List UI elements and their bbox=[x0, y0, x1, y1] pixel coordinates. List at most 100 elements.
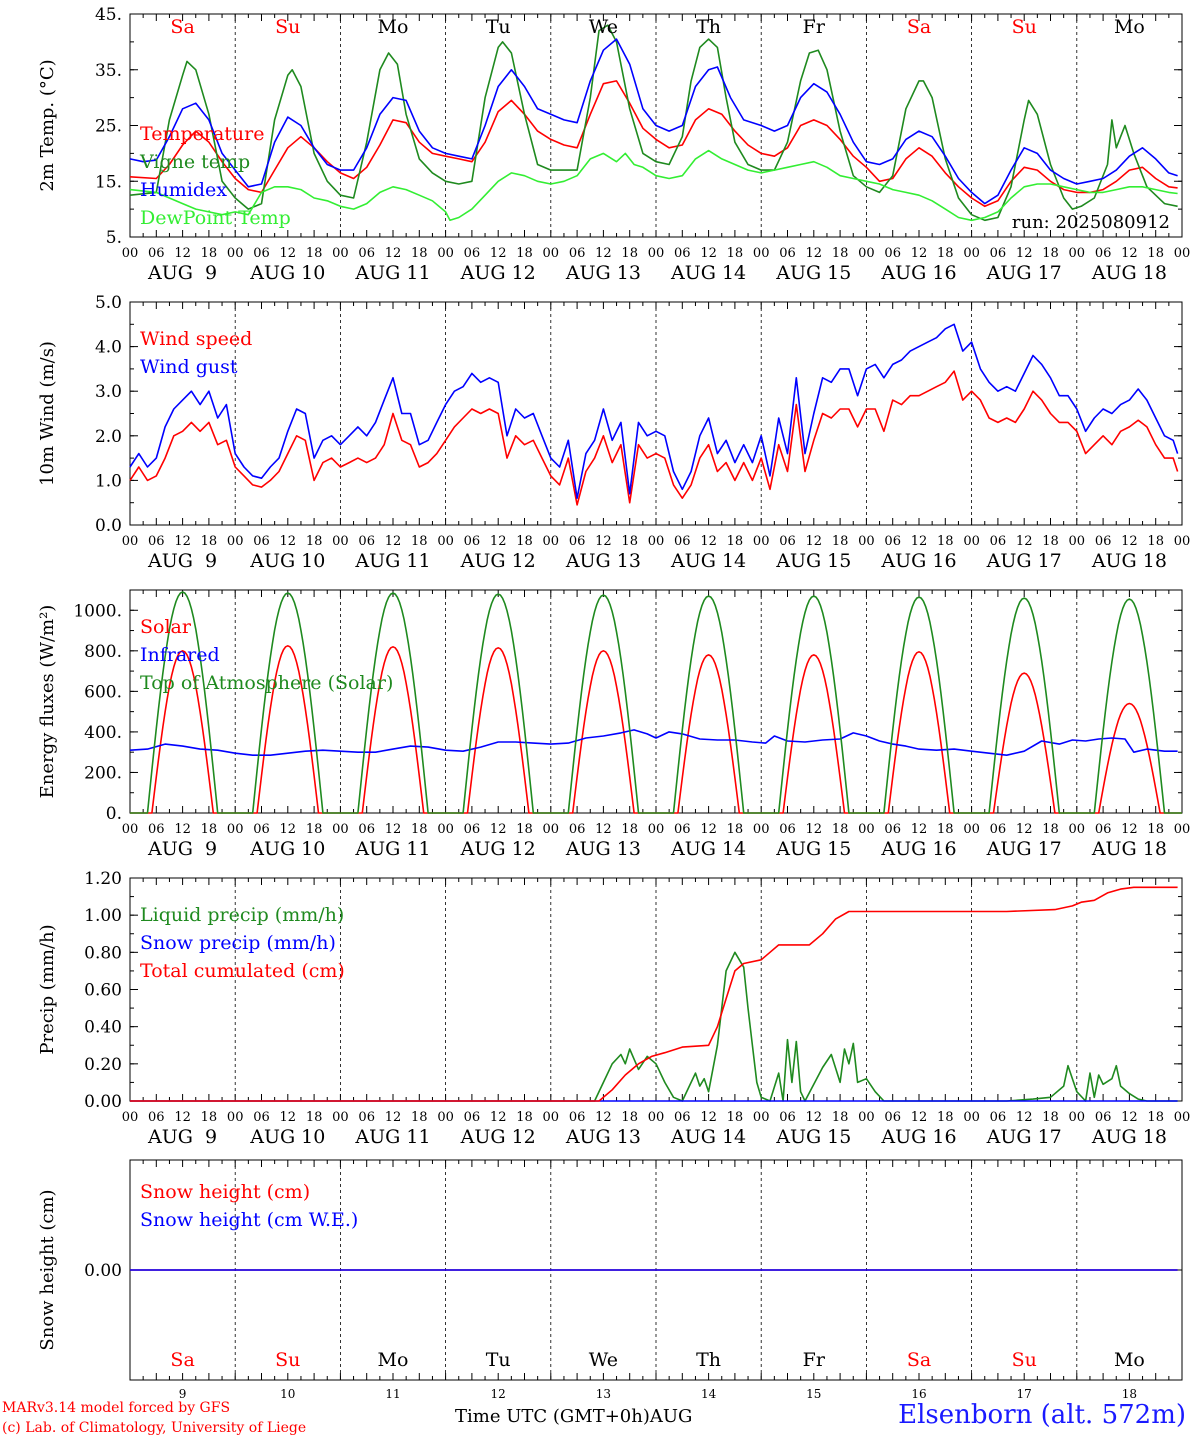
hour-label: 06 bbox=[1095, 822, 1112, 837]
hour-label: 18 bbox=[306, 534, 323, 549]
date-label: AUG 12 bbox=[460, 550, 536, 572]
hour-label: 00 bbox=[1069, 246, 1086, 261]
y-axis-label: Precip (mm/h) bbox=[37, 924, 58, 1054]
hour-label: 12 bbox=[1016, 1110, 1033, 1125]
date-label: AUG 9 bbox=[147, 550, 217, 572]
hour-label: 12 bbox=[595, 534, 612, 549]
hour-label: 00 bbox=[332, 1110, 349, 1125]
y-tick-label: 0.40 bbox=[84, 1018, 122, 1038]
hour-label: 00 bbox=[1174, 534, 1191, 549]
hour-label: 06 bbox=[884, 534, 901, 549]
hour-label: 18 bbox=[1147, 534, 1164, 549]
hour-label: 00 bbox=[332, 534, 349, 549]
y-tick-label: 25. bbox=[95, 117, 122, 137]
model-credit: MARv3.14 model forced by GFS bbox=[2, 1400, 231, 1416]
hour-label: 06 bbox=[569, 1110, 586, 1125]
hour-label: 12 bbox=[1016, 822, 1033, 837]
legend-entry: Top of Atmosphere (Solar) bbox=[140, 672, 393, 694]
hour-label: 06 bbox=[148, 534, 165, 549]
hour-label: 18 bbox=[1042, 246, 1059, 261]
legend-entry: Vigne temp bbox=[139, 151, 250, 173]
hour-label: 06 bbox=[253, 822, 270, 837]
hour-label: 06 bbox=[884, 822, 901, 837]
date-label: AUG 11 bbox=[354, 262, 430, 284]
date-label: AUG 15 bbox=[775, 550, 851, 572]
y-tick-label: 15. bbox=[95, 172, 122, 192]
hour-label: 06 bbox=[148, 1110, 165, 1125]
hour-label: 18 bbox=[1147, 822, 1164, 837]
hour-label: 12 bbox=[280, 1110, 297, 1125]
hour-label: 00 bbox=[1174, 822, 1191, 837]
hour-label: 18 bbox=[411, 246, 428, 261]
hour-label: 00 bbox=[437, 1110, 454, 1125]
legend-entry: Wind speed bbox=[140, 328, 252, 350]
date-label: AUG 18 bbox=[1091, 838, 1167, 860]
station-name: Elsenborn (alt. 572m) bbox=[898, 1400, 1186, 1430]
hour-label: 12 bbox=[911, 822, 928, 837]
y-tick-label: 1.0 bbox=[95, 471, 122, 491]
y-tick-label: 4.0 bbox=[95, 338, 122, 358]
hour-label: 12 bbox=[1121, 1110, 1138, 1125]
day-number-label: 14 bbox=[701, 1387, 717, 1401]
hour-label: 12 bbox=[806, 534, 823, 549]
hour-label: 18 bbox=[201, 1110, 218, 1125]
hour-label: 06 bbox=[464, 534, 481, 549]
y-tick-label: 5. bbox=[106, 228, 122, 248]
legend-entry: Snow precip (mm/h) bbox=[140, 932, 336, 954]
hour-label: 12 bbox=[280, 822, 297, 837]
y-tick-label: 0. bbox=[106, 804, 122, 824]
hour-label: 18 bbox=[937, 1110, 954, 1125]
y-tick-label: 0.60 bbox=[84, 981, 122, 1001]
hour-label: 12 bbox=[174, 822, 191, 837]
hour-label: 06 bbox=[674, 822, 691, 837]
y-tick-label: 0.00 bbox=[84, 1092, 122, 1112]
hour-label: 18 bbox=[411, 1110, 428, 1125]
hour-label: 12 bbox=[911, 246, 928, 261]
hour-label: 00 bbox=[648, 1110, 665, 1125]
date-label: AUG 11 bbox=[354, 1126, 430, 1148]
hour-label: 00 bbox=[437, 246, 454, 261]
hour-label: 18 bbox=[727, 246, 744, 261]
hour-label: 00 bbox=[122, 246, 139, 261]
hour-label: 06 bbox=[464, 1110, 481, 1125]
date-label: AUG 15 bbox=[775, 1126, 851, 1148]
hour-label: 18 bbox=[621, 534, 638, 549]
day-number-label: 10 bbox=[280, 1387, 295, 1401]
weekday-label: Mo bbox=[1114, 1349, 1145, 1371]
hour-label: 12 bbox=[385, 246, 402, 261]
hour-label: 06 bbox=[990, 246, 1007, 261]
hour-label: 06 bbox=[1095, 534, 1112, 549]
hour-label: 06 bbox=[779, 534, 796, 549]
weekday-label: We bbox=[589, 1349, 618, 1371]
hour-label: 12 bbox=[1121, 822, 1138, 837]
legend-entry: Humidex bbox=[140, 179, 227, 201]
hour-label: 06 bbox=[358, 534, 375, 549]
hour-label: 18 bbox=[1042, 534, 1059, 549]
hour-label: 18 bbox=[1042, 1110, 1059, 1125]
legend-entry: Solar bbox=[140, 616, 192, 638]
date-label: AUG 10 bbox=[249, 262, 325, 284]
legend-entry: Total cumulated (cm) bbox=[140, 960, 345, 982]
day-number-label: 16 bbox=[911, 1387, 926, 1401]
hour-label: 00 bbox=[227, 534, 244, 549]
y-tick-label: 0.00 bbox=[84, 1261, 122, 1281]
legend-entry: Liquid precip (mm/h) bbox=[140, 904, 344, 926]
date-label: AUG 13 bbox=[565, 838, 641, 860]
legend-entry: Wind gust bbox=[140, 356, 238, 378]
date-label: AUG 10 bbox=[249, 838, 325, 860]
hour-label: 06 bbox=[674, 534, 691, 549]
hour-label: 18 bbox=[516, 822, 533, 837]
hour-label: 06 bbox=[569, 246, 586, 261]
hour-label: 00 bbox=[858, 822, 875, 837]
hour-label: 00 bbox=[437, 534, 454, 549]
series-line bbox=[129, 149, 1178, 222]
panel-temp: 5. 15. 25. 35. 45. 2m Temp. (°C) Temperature Vi… bbox=[37, 5, 1190, 284]
legend-entry: Infrared bbox=[140, 644, 220, 666]
weekday-label: Fr bbox=[803, 16, 826, 38]
hour-label: 06 bbox=[358, 822, 375, 837]
hour-label: 12 bbox=[911, 534, 928, 549]
hour-label: 12 bbox=[911, 1110, 928, 1125]
hour-label: 06 bbox=[253, 534, 270, 549]
weekday-label: Su bbox=[275, 1349, 300, 1371]
weekday-label: Sa bbox=[907, 1349, 931, 1371]
